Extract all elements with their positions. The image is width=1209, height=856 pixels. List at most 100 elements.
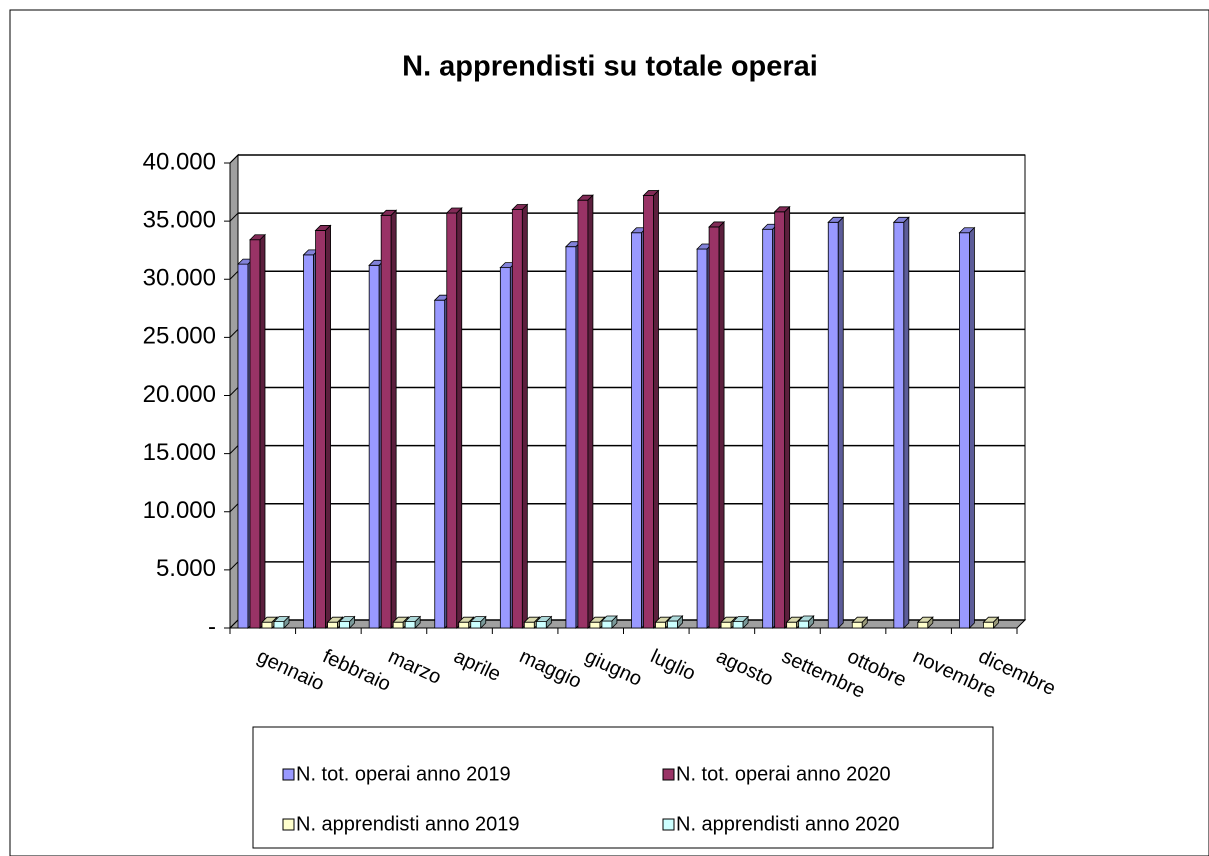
bar-front [893,221,905,629]
bar [773,205,791,629]
bar [380,209,398,629]
bar [916,616,934,629]
y-tick-label: 20.000 [143,381,216,408]
grid-line-side [229,212,239,222]
bar [708,220,726,629]
grid-line-side [229,561,239,571]
bar-side [718,220,725,629]
bar-front [851,621,863,629]
bar [338,615,356,629]
bar-front [237,263,249,629]
legend-box [252,726,994,849]
bar [958,226,976,629]
bar-front [273,621,285,629]
grid-line-side [229,387,239,396]
bar-front [434,299,446,629]
bar-side [861,616,868,629]
bar-front [786,621,798,629]
bar-front [499,267,511,629]
bar-side [349,615,355,629]
y-tick-label: - [208,613,216,640]
bar [642,189,660,629]
bar-front [392,621,404,629]
bar [666,615,684,629]
bar-front [631,232,642,629]
bar-front [339,621,350,629]
bar-front [827,221,839,629]
bar-front [315,230,326,629]
bar-front [708,226,720,629]
grid-line-side [229,154,239,164]
bar [576,194,594,629]
y-tick-label: 30.000 [143,265,216,292]
bar [600,615,618,629]
bar-front [535,621,547,629]
bar-front [762,228,774,629]
bar-front [917,621,929,629]
legend-label: N. apprendisti anno 2020 [676,813,900,835]
bar-front [446,212,458,629]
y-tick-label: 35.000 [143,206,216,233]
y-tick-label: 40.000 [143,148,216,175]
bar-side [456,207,463,629]
bar [851,616,869,629]
bar [511,203,529,629]
y-tick-label: 10.000 [143,497,216,524]
bar-front [720,621,732,629]
bar-front [798,620,810,629]
bar-front [643,195,654,629]
bar-side [325,224,331,629]
bar-front [523,621,535,629]
chart-title: N. apprendisti su totale operai [402,51,818,83]
bar-front [368,264,380,629]
y-tick-label: 5.000 [156,555,216,582]
bar-side [480,615,487,629]
bar-front [655,621,666,629]
bar [314,224,332,629]
grid-line-side [229,503,239,513]
bar-side [545,615,552,629]
bar-side [587,194,594,629]
bar-front [696,248,708,629]
bar-side [927,616,934,629]
bar-side [677,615,683,629]
bar-front [470,621,482,629]
legend-label: N. tot. operai anno 2020 [676,763,891,785]
bar-side [837,216,844,629]
bar-front [565,246,577,629]
bar-front [380,214,392,629]
bar-side [414,615,421,629]
bar-front [959,232,970,629]
bar-side [969,226,975,629]
bar [892,216,910,629]
bar [469,615,487,629]
grid-line-side [229,619,239,629]
legend-swatch [282,818,295,831]
bar-side [808,615,815,629]
legend-swatch [282,768,295,781]
y-tick-label: 15.000 [143,439,216,466]
legend-swatch [662,818,675,831]
bar-front [327,621,338,629]
bar-front [589,621,601,629]
bar [326,616,344,629]
legend-label: N. apprendisti anno 2019 [296,813,520,835]
legend-label: N. tot. operai anno 2019 [296,763,511,785]
bar-front [404,621,416,629]
bar [273,615,290,629]
grid-line-side [229,329,239,338]
bar-front [577,199,589,629]
bar-front [667,620,678,629]
bar-front [249,239,261,629]
bar [982,616,1000,629]
bar [445,207,463,629]
grid-line-side [229,270,239,280]
y-tick-label: 25.000 [143,323,216,350]
bar-side [521,203,528,629]
bar-front [261,621,273,629]
bar-side [742,615,749,629]
bar-front [983,621,994,629]
bar-side [784,205,791,629]
bar-side [653,189,659,629]
